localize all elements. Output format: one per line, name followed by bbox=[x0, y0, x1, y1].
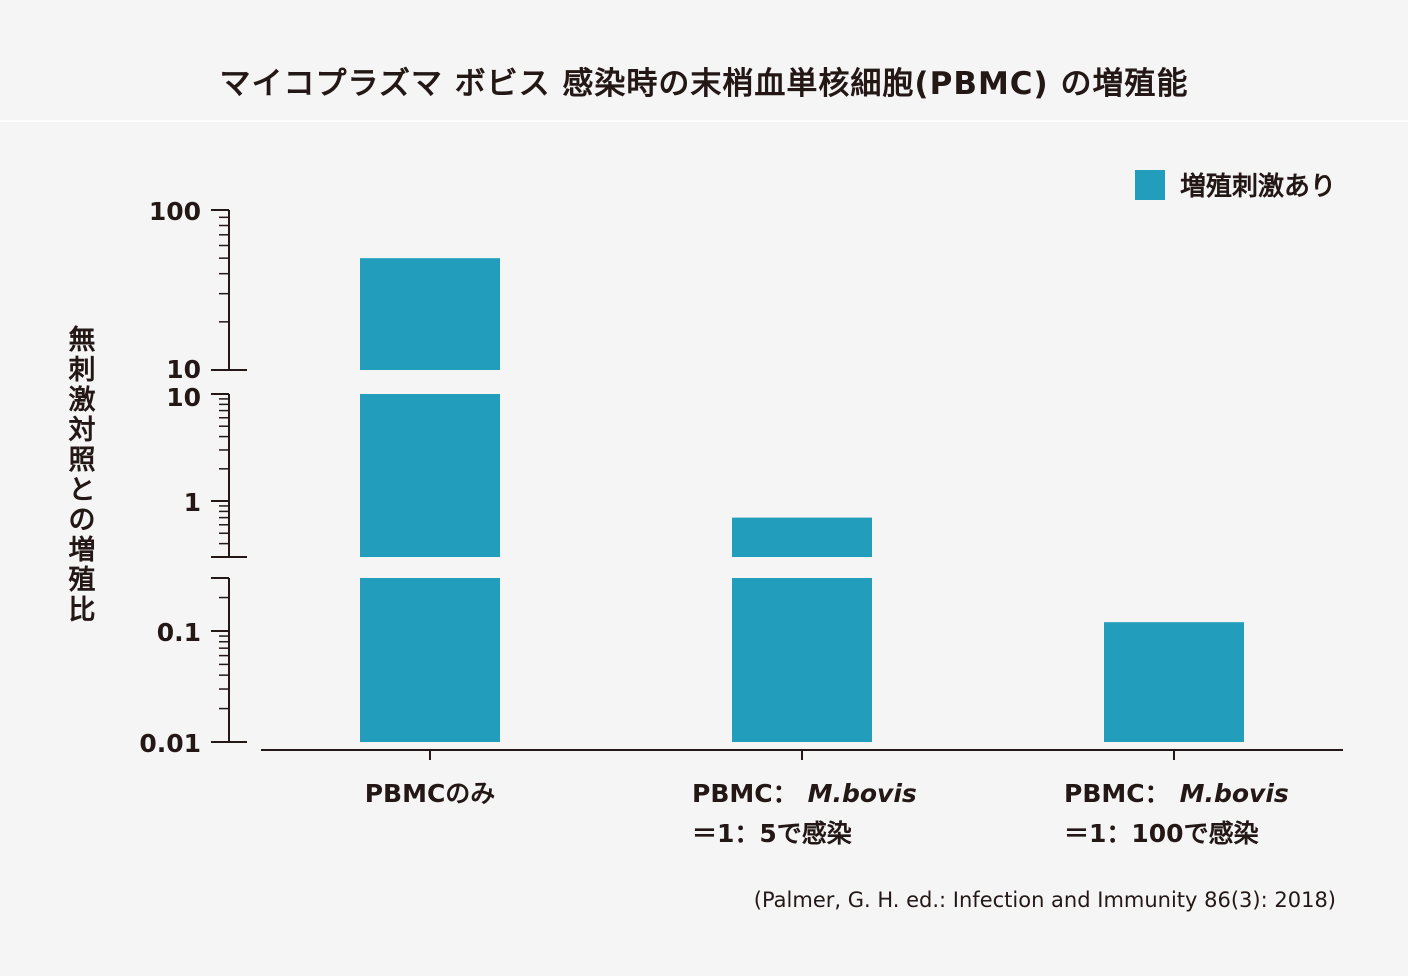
bar-segment bbox=[360, 258, 500, 370]
bar-segment bbox=[732, 578, 872, 742]
bar-segment bbox=[360, 578, 500, 742]
x-category-ratio: ＝1：100で感染 bbox=[1064, 819, 1259, 848]
x-category-organism: M.bovis bbox=[808, 779, 917, 808]
bar-segment bbox=[360, 394, 500, 557]
y-axis-label: 無刺激対照との増殖比 bbox=[66, 326, 98, 626]
y-tick-label: 1 bbox=[184, 488, 201, 517]
chart-title: マイコプラズマ ボビス 感染時の末梢血単核細胞(PBMC) の増殖能 bbox=[219, 66, 1189, 102]
y-axis-label-char: 無 bbox=[68, 325, 96, 356]
x-category-organism: M.bovis bbox=[1180, 779, 1289, 808]
bar-segment bbox=[1104, 622, 1244, 742]
x-axis: PBMCのみ PBMC： M.bovis ＝1：5で感染 PBMC： M.bovis ＝1：… bbox=[261, 749, 1343, 848]
x-category-prefix: PBMC： bbox=[692, 779, 798, 808]
y-tick-label: 10 bbox=[166, 383, 201, 412]
bars bbox=[360, 258, 1244, 742]
y-axis-label-char: 対 bbox=[68, 415, 96, 446]
y-tick-label: 100 bbox=[149, 197, 201, 226]
y-axis-label-char: 刺 bbox=[68, 355, 96, 386]
y-tick-label: 0.01 bbox=[139, 729, 201, 758]
x-category-label: PBMC： M.bovis bbox=[692, 779, 917, 808]
y-axis-label-char: 激 bbox=[68, 385, 96, 416]
y-axis-label-char: 増 bbox=[68, 535, 96, 566]
y-axis-label-char: 殖 bbox=[68, 565, 96, 596]
x-category-ratio: ＝1：5で感染 bbox=[692, 819, 852, 848]
legend-swatch bbox=[1135, 170, 1165, 200]
source-citation: (Palmer, G. H. ed.: Infection and Immuni… bbox=[753, 888, 1336, 912]
x-category-label: PBMC： M.bovis bbox=[1064, 779, 1289, 808]
title-bar bbox=[0, 0, 1408, 122]
y-axis-label-char: と bbox=[68, 475, 96, 506]
x-category-prefix: PBMC： bbox=[1064, 779, 1170, 808]
x-category-label: PBMCのみ bbox=[365, 779, 496, 808]
y-axis-label-char: 比 bbox=[68, 595, 96, 626]
bar-segment bbox=[732, 517, 872, 557]
y-tick-label: 10 bbox=[166, 355, 201, 384]
y-tick-label: 0.1 bbox=[157, 618, 201, 647]
legend-label: 増殖刺激あり bbox=[1180, 171, 1336, 202]
legend: 増殖刺激あり bbox=[1135, 170, 1336, 202]
y-axis-label-char: の bbox=[68, 505, 96, 536]
y-axis-label-char: 照 bbox=[68, 445, 96, 476]
